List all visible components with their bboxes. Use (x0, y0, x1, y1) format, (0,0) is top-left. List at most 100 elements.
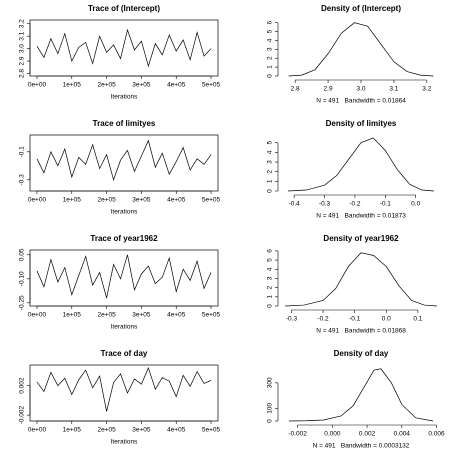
x-tick-label: 0.006 (428, 431, 445, 438)
series-line (288, 22, 434, 77)
y-tick-label: 3.1 (19, 31, 26, 40)
y-tick-label: 0 (267, 189, 274, 193)
x-tick-label: 0.000 (324, 431, 341, 438)
y-tick-label: 2 (267, 285, 274, 289)
subtitle: N = 491 Bandwidth = 0.0003132 (313, 443, 410, 450)
y-tick-label: 0 (267, 74, 274, 78)
y-tick-label: 1 (267, 179, 274, 183)
plot-box (29, 364, 219, 422)
x-tick-label: 0.0 (411, 201, 420, 208)
x-tick-label: 3e+05 (132, 197, 151, 204)
x-tick-label: 5e+05 (202, 197, 221, 204)
x-tick-label: 1e+05 (63, 427, 82, 434)
x-tick-label: 1e+05 (63, 82, 82, 89)
y-tick-label: -0.002 (19, 406, 26, 425)
x-axis-label: Iterations (111, 324, 138, 331)
chart-title: Density of year1962 (323, 234, 399, 243)
x-tick-label: 0.0 (382, 316, 391, 323)
x-tick-label: 2.8 (291, 86, 300, 93)
x-tick-label: -0.3 (319, 201, 331, 208)
chart-title: Density of day (334, 349, 389, 358)
y-tick-label: 3 (267, 160, 274, 164)
x-tick-label: 0e+00 (28, 82, 47, 89)
subtitle: N = 491 Bandwidth = 0.01868 (316, 328, 406, 335)
series-line (288, 368, 434, 422)
x-tick-label: 0e+00 (28, 197, 47, 204)
x-tick-label: 2e+05 (97, 197, 116, 204)
y-tick-label: 5 (267, 29, 274, 33)
y-tick-label: 3.2 (19, 19, 26, 28)
x-tick-label: 3e+05 (132, 82, 151, 89)
y-tick-label: 0 (267, 304, 274, 308)
x-tick-label: 2e+05 (97, 427, 116, 434)
x-tick-label: 3.0 (356, 86, 365, 93)
x-tick-label: 3.1 (389, 86, 398, 93)
y-tick-label: 4 (267, 267, 274, 271)
series-line (288, 137, 434, 192)
y-tick-label: 0 (267, 419, 274, 423)
x-tick-label: 2.9 (324, 86, 333, 93)
x-tick-label: 0.004 (394, 431, 411, 438)
chart-title: Density of (Intercept) (321, 4, 401, 13)
series-line (36, 254, 212, 299)
x-tick-label: 0e+00 (28, 312, 47, 319)
plot-box (29, 249, 219, 307)
y-tick-label: 5 (267, 258, 274, 262)
x-tick-label: -0.2 (349, 201, 361, 208)
x-tick-label: -0.1 (349, 316, 361, 323)
x-tick-label: -0.2 (317, 316, 329, 323)
y-tick-label: -0.10 (19, 271, 26, 286)
x-tick-label: 4e+05 (167, 82, 186, 89)
series-line (285, 252, 437, 307)
x-tick-label: 4e+05 (167, 197, 186, 204)
x-tick-label: 1e+05 (63, 197, 82, 204)
x-tick-label: -0.1 (380, 201, 392, 208)
y-tick-label: -0.25 (19, 295, 26, 310)
x-tick-label: 5e+05 (202, 427, 221, 434)
subtitle: N = 491 Bandwidth = 0.01864 (316, 98, 406, 105)
x-tick-label: 2e+05 (97, 82, 116, 89)
x-tick-label: 5e+05 (202, 82, 221, 89)
y-tick-label: 1 (267, 295, 274, 299)
y-tick-label: 3.0 (19, 44, 26, 53)
x-tick-label: 0.1 (413, 316, 422, 323)
x-axis-label: Iterations (111, 209, 138, 216)
y-tick-label: 0.05 (19, 248, 26, 261)
y-tick-label: 3 (267, 47, 274, 51)
x-tick-label: 4e+05 (167, 427, 186, 434)
y-tick-label: -0.3 (19, 174, 26, 186)
x-tick-label: -0.4 (289, 201, 301, 208)
x-tick-label: 5e+05 (202, 312, 221, 319)
x-tick-label: -0.002 (288, 431, 307, 438)
y-tick-label: 2 (267, 56, 274, 60)
y-tick-label: 6 (267, 20, 274, 24)
chart-title: Trace of (Intercept) (88, 4, 160, 13)
y-tick-label: 100 (267, 402, 274, 413)
x-tick-label: 2e+05 (97, 312, 116, 319)
series-line (36, 28, 212, 68)
y-tick-label: 1 (267, 65, 274, 69)
x-tick-label: 3e+05 (132, 312, 151, 319)
x-tick-label: 0e+00 (28, 427, 47, 434)
subtitle: N = 491 Bandwidth = 0.01873 (316, 213, 406, 220)
plot-box (29, 134, 219, 192)
y-tick-label: 4 (267, 150, 274, 154)
y-tick-label: 2.8 (19, 69, 26, 78)
y-tick-label: -0.1 (19, 146, 26, 158)
x-tick-label: 4e+05 (167, 312, 186, 319)
y-tick-label: 0.002 (19, 377, 26, 394)
series-line (36, 139, 212, 181)
chart-title: Trace of day (101, 349, 148, 358)
plot-box (29, 19, 219, 77)
y-tick-label: 300 (267, 377, 274, 388)
x-tick-label: 3e+05 (132, 427, 151, 434)
y-tick-label: 3 (267, 276, 274, 280)
y-tick-label: 5 (267, 141, 274, 145)
x-tick-label: 0.002 (359, 431, 376, 438)
y-tick-label: 6 (267, 249, 274, 253)
x-tick-label: 1e+05 (63, 312, 82, 319)
chart-title: Trace of year1962 (90, 234, 158, 243)
y-tick-label: 2 (267, 170, 274, 174)
x-axis-label: Iterations (111, 94, 138, 101)
